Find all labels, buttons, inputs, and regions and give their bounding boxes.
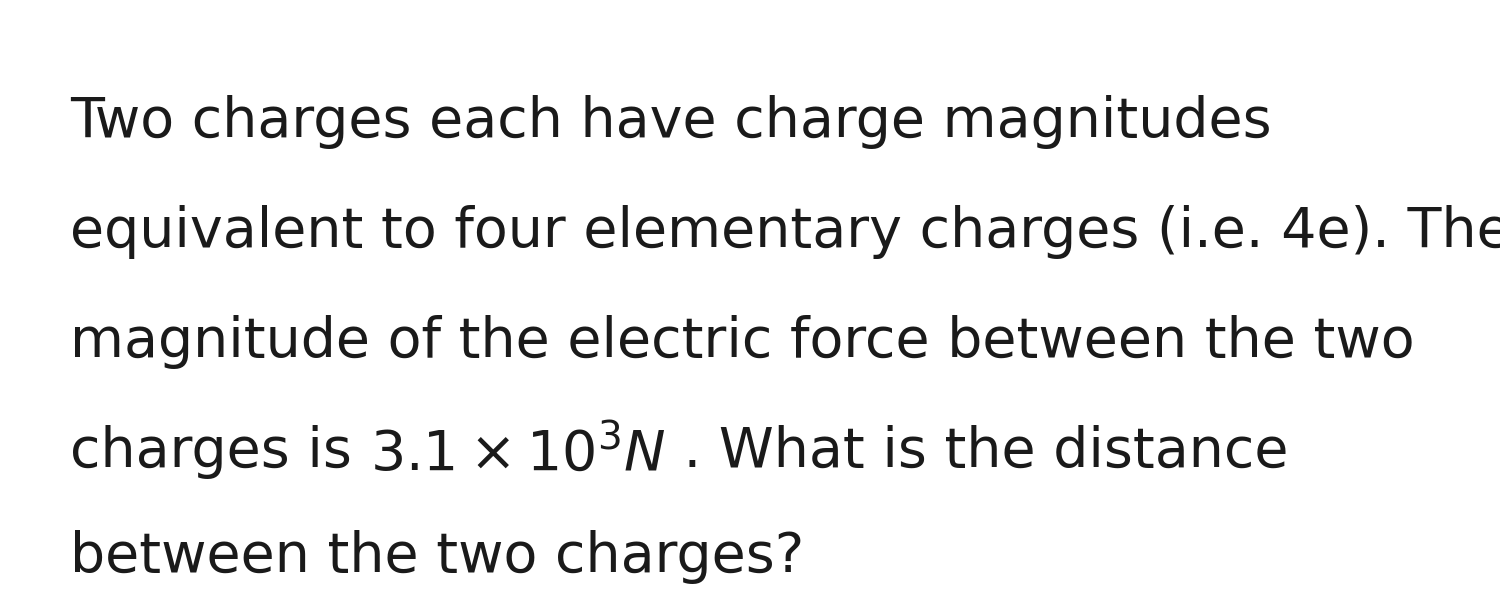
Text: $3.1 \times 10^{3} N$: $3.1 \times 10^{3} N$ [370, 425, 666, 481]
Text: Two charges each have charge magnitudes: Two charges each have charge magnitudes [70, 95, 1272, 149]
Text: equivalent to four elementary charges (i.e. 4e). The: equivalent to four elementary charges (i… [70, 205, 1500, 259]
Text: . What is the distance: . What is the distance [666, 425, 1288, 479]
Text: between the two charges?: between the two charges? [70, 530, 804, 584]
Text: charges is: charges is [70, 425, 370, 479]
Text: magnitude of the electric force between the two: magnitude of the electric force between … [70, 315, 1414, 369]
